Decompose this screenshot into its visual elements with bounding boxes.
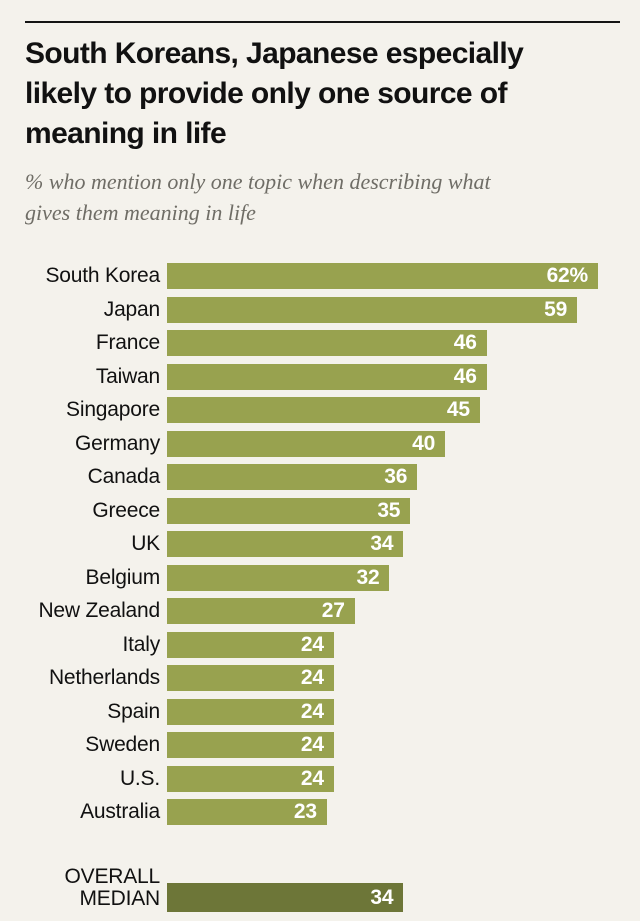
bar-value-label: 27 (321, 599, 345, 622)
bar-row: Greece 35 (25, 497, 625, 524)
bar-row: UK 34 (25, 531, 625, 557)
bar: 40 (167, 430, 446, 457)
country-label: Greece (92, 498, 160, 522)
bar-row: Netherlands 24 (25, 665, 625, 691)
country-label: Germany (75, 431, 160, 455)
bar: 46 (167, 363, 487, 390)
bar-value-label: 46 (453, 331, 477, 354)
median-row: OVERALL MEDIAN 34 (25, 866, 625, 912)
bar-chart: South Korea 62% Japan 59 France 46 Taiwan 46 Sin… (25, 263, 625, 912)
bar-row: Singapore 45 (25, 397, 625, 423)
country-label: Canada (87, 465, 161, 488)
bar-value-label: 24 (300, 632, 324, 656)
median-label: OVERALL MEDIAN (64, 865, 161, 910)
country-label: France (95, 331, 160, 354)
bar-value-label: 59 (544, 297, 568, 321)
country-label: Sweden (85, 733, 160, 756)
bar-row: Germany 40 (25, 430, 625, 457)
bar-value-label: 35 (377, 498, 401, 522)
bar-value-label: 45 (446, 398, 470, 421)
bar: 59 (167, 296, 578, 323)
country-label: UK (131, 532, 160, 555)
bar-value-label: 36 (384, 465, 408, 488)
bar: 24 (167, 732, 334, 758)
bar-row: U.S. 24 (25, 765, 625, 792)
bar-value-label: 24 (300, 733, 324, 756)
bar: 24 (167, 765, 334, 792)
top-rule (25, 21, 620, 23)
bar-row: Spain 24 (25, 698, 625, 725)
bar-row: Italy 24 (25, 631, 625, 658)
chart-title: South Koreans, Japanese especially likel… (25, 37, 524, 150)
bar: 23 (167, 799, 327, 825)
chart-subtitle: % who mention only one topic when descri… (25, 169, 491, 225)
bar-value-label: 34 (370, 532, 394, 555)
bar-row: Sweden 24 (25, 732, 625, 758)
median-value-label: 34 (370, 885, 394, 909)
bar: 62% (167, 263, 598, 289)
country-label: Italy (122, 632, 160, 656)
bar-row: New Zealand 27 (25, 598, 625, 624)
bar: 27 (167, 598, 355, 624)
bar-value-label: 32 (356, 565, 380, 589)
bar-value-label: 40 (412, 431, 436, 455)
bar: 46 (167, 330, 487, 356)
bar-row: South Korea 62% (25, 263, 625, 289)
bar-value-label: 24 (300, 699, 324, 723)
country-label: Spain (107, 699, 160, 723)
bar: 36 (167, 464, 418, 490)
bar: 24 (167, 631, 334, 658)
country-label: U.S. (119, 766, 160, 790)
country-label: Japan (103, 297, 160, 321)
bar-row: Belgium 32 (25, 564, 625, 591)
bar-row: Australia 23 (25, 799, 625, 825)
country-label: Belgium (85, 565, 161, 589)
bar: 45 (167, 397, 480, 423)
bar-rows: South Korea 62% Japan 59 France 46 Taiwan 46 Sin… (25, 263, 625, 825)
country-label: Australia (80, 800, 160, 823)
bar-row: Taiwan 46 (25, 363, 625, 390)
country-label: Netherlands (48, 666, 160, 689)
bar-value-label: 62% (546, 264, 589, 287)
bar: 32 (167, 564, 390, 591)
bar-value-label: 23 (293, 800, 317, 823)
country-label: South Korea (45, 264, 160, 287)
bar-row: Canada 36 (25, 464, 625, 490)
bar: 24 (167, 698, 334, 725)
bar-value-label: 46 (453, 364, 477, 388)
bar: 34 (167, 531, 404, 557)
bar: 24 (167, 665, 334, 691)
median-bar: 34 (167, 883, 404, 912)
country-label: Singapore (66, 398, 160, 421)
bar-value-label: 24 (300, 766, 324, 790)
country-label: New Zealand (38, 599, 160, 622)
country-label: Taiwan (95, 364, 160, 388)
bar-row: France 46 (25, 330, 625, 356)
bar-value-label: 24 (300, 666, 324, 689)
bar: 35 (167, 497, 411, 524)
bar-row: Japan 59 (25, 296, 625, 323)
